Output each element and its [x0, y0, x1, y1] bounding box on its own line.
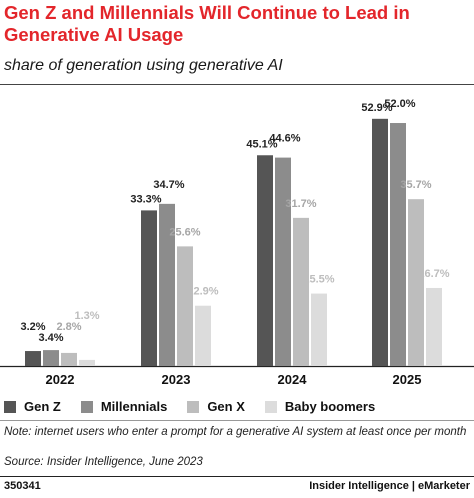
- bar-gen-z-2022: [25, 351, 41, 366]
- bar-gen-x-2025: [408, 199, 424, 366]
- bar-baby-boomers-2024: [311, 293, 327, 366]
- legend-label-gen-x: Gen X: [207, 399, 245, 414]
- data-label-baby-boomers-2023: 12.9%: [187, 286, 218, 298]
- bar-gen-x-2024: [293, 217, 309, 366]
- footer-divider: [0, 476, 474, 498]
- data-label-baby-boomers-2022: 1.3%: [74, 310, 99, 322]
- bar-millennials-2023: [159, 203, 175, 366]
- top-divider: [0, 84, 474, 85]
- data-label-gen-x-2022: 2.8%: [56, 321, 81, 333]
- bar-baby-boomers-2025: [426, 287, 442, 366]
- data-label-gen-x-2023: 25.6%: [169, 226, 200, 238]
- legend-swatch-baby-boomers: [264, 400, 277, 413]
- data-label-gen-x-2025: 35.7%: [400, 179, 431, 191]
- bar-baby-boomers-2023: [195, 305, 211, 366]
- bar-gen-x-2023: [177, 246, 193, 366]
- data-label-gen-z-2024: 45.1%: [246, 138, 277, 150]
- x-tick-label-2023: 2023: [162, 372, 191, 387]
- data-label-baby-boomers-2024: 15.5%: [303, 274, 334, 286]
- data-label-gen-x-2024: 31.7%: [285, 198, 316, 210]
- chart-title: Gen Z and Millennials Will Continue to L…: [4, 2, 410, 45]
- legend: Gen Z Millennials Gen X Baby boomers: [4, 399, 395, 414]
- data-label-baby-boomers-2025: 16.7%: [418, 268, 449, 280]
- bar-millennials-2025: [390, 123, 406, 366]
- bar-gen-z-2024: [257, 155, 273, 366]
- bar-chart: 3.2%3.4%2.8%1.3% 2022 33.3% 34.7% 25.6% 12.9%…: [0, 98, 474, 387]
- x-tick-label-2022: 2022: [46, 372, 75, 387]
- x-tick-label-2024: 2024: [278, 372, 308, 387]
- legend-swatch-millennials: [80, 400, 93, 413]
- legend-label-millennials: Millennials: [100, 399, 168, 414]
- bar-gen-z-2025: [372, 118, 388, 366]
- chart-subtitle: share of generation using generative AI: [4, 57, 283, 74]
- chart-source: Source: Insider Intelligence, June 2023: [4, 456, 203, 468]
- data-label-gen-z-2025: 52.9%: [361, 102, 392, 114]
- legend-item-gen-x: Gen X: [187, 399, 245, 414]
- bar-gen-z-2023: [141, 210, 157, 366]
- legend-swatch-gen-x: [187, 400, 200, 413]
- legend-item-baby-boomers: Baby boomers: [264, 399, 376, 414]
- data-label-gen-z-2022: 3.2%: [20, 321, 45, 333]
- brand-label: Insider Intelligence | eMarketer: [309, 480, 470, 492]
- bar-millennials-2022: [43, 350, 59, 366]
- chart-id: 350341: [4, 480, 41, 492]
- legend-label-baby-boomers: Baby boomers: [284, 399, 376, 414]
- data-label-millennials-2025: 52.0%: [384, 98, 415, 110]
- bar-baby-boomers-2022: [79, 359, 95, 366]
- bar-millennials-2024: [275, 157, 291, 366]
- bar-gen-x-2022: [61, 352, 77, 366]
- notes-divider: [0, 420, 474, 421]
- legend-label-gen-z: Gen Z: [24, 399, 61, 414]
- data-label-millennials-2023: 34.7%: [153, 179, 184, 191]
- data-label-gen-z-2023: 33.3%: [130, 193, 161, 205]
- data-label-millennials-2024: 44.6%: [269, 133, 300, 145]
- legend-item-millennials: Millennials: [80, 399, 168, 414]
- legend-item-gen-z: Gen Z: [4, 399, 61, 414]
- x-tick-label-2025: 2025: [393, 372, 422, 387]
- legend-swatch-gen-z: [4, 400, 16, 413]
- data-label-millennials-2022: 3.4%: [38, 332, 63, 344]
- chart-note: Note: internet users who enter a prompt …: [4, 426, 467, 438]
